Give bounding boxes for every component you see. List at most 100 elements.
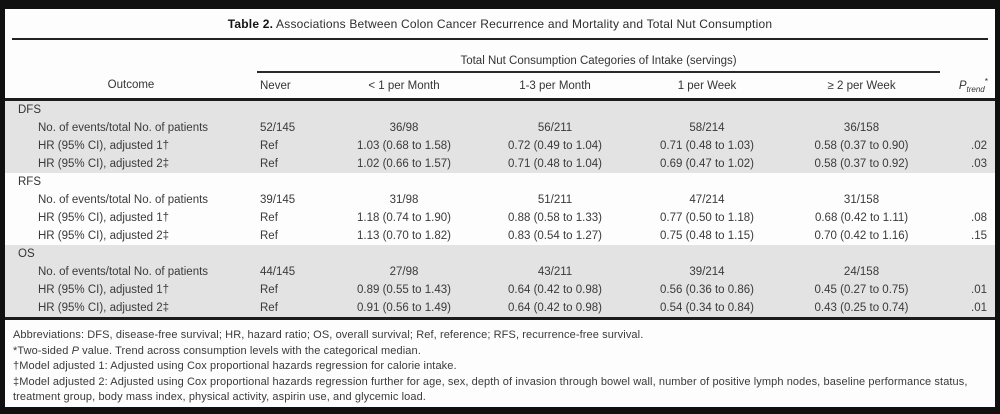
col-header-1-3-per-month: 1-3 per Month <box>479 72 631 101</box>
row-label: HR (95% CI), adjusted 1† <box>38 140 170 152</box>
value-cell: 0.58 (0.37 to 0.90) <box>814 140 909 152</box>
section-label: OS <box>18 248 35 260</box>
p-trend-subscript: trend <box>966 85 985 95</box>
table-title: Table 2. Associations Between Colon Canc… <box>5 9 995 38</box>
col-header-2plus-per-week: ≥ 2 per Week <box>783 72 941 101</box>
value-cell: 36/158 <box>843 122 880 134</box>
col-header-outcome: Outcome <box>5 72 257 101</box>
footnote-abbreviations: Abbreviations: DFS, disease-free surviva… <box>13 329 644 341</box>
value-cell: 0.88 (0.58 to 1.33) <box>508 212 602 224</box>
value-cell: 0.71 (0.48 to 1.04) <box>508 158 602 170</box>
spanner-header: Total Nut Consumption Categories of Inta… <box>257 40 941 73</box>
table-header: Total Nut Consumption Categories of Inta… <box>5 40 995 101</box>
value-cell: 0.45 (0.27 to 0.75) <box>814 284 909 296</box>
value-cell: 0.72 (0.49 to 1.04) <box>508 140 602 152</box>
value-cell: 52/145 <box>260 122 296 134</box>
row-label: No. of events/total No. of patients <box>38 122 209 134</box>
value-cell: 0.83 (0.54 to 1.27) <box>508 230 602 242</box>
value-cell: 47/214 <box>689 194 725 206</box>
value-cell: 0.69 (0.47 to 1.02) <box>660 158 754 170</box>
row-label: HR (95% CI), adjusted 1† <box>38 284 170 296</box>
column-header-row: Outcome Never < 1 per Month 1-3 per Mont… <box>5 72 995 101</box>
table-row: HR (95% CI), adjusted 2‡ Ref 0.91 (0.56 … <box>5 299 995 319</box>
section-header-row: OS <box>5 245 995 263</box>
p-trend-cell: .01 <box>971 284 988 296</box>
value-cell: 0.58 (0.37 to 0.92) <box>814 158 909 170</box>
title-rule <box>12 38 988 40</box>
value-cell: 0.68 (0.42 to 1.11) <box>814 212 909 224</box>
value-cell: 36/98 <box>389 122 419 134</box>
spanner-spacer-right <box>940 40 995 72</box>
col-header-never: Never <box>257 72 329 101</box>
footnote-model-adjusted-2: ‡Model adjusted 2: Adjusted using Cox pr… <box>13 375 968 404</box>
section-label: RFS <box>18 176 41 188</box>
p-trend-asterisk: * <box>984 75 989 86</box>
value-cell: 0.64 (0.42 to 0.98) <box>508 284 602 296</box>
value-cell: Ref <box>260 284 278 296</box>
value-cell: Ref <box>260 230 278 242</box>
value-cell: 0.71 (0.48 to 1.03) <box>660 140 754 152</box>
value-cell: 58/214 <box>689 122 725 134</box>
value-cell: 39/214 <box>689 266 725 278</box>
table-row: HR (95% CI), adjusted 2‡ Ref 1.13 (0.70 … <box>5 227 995 245</box>
value-cell: 56/211 <box>537 122 573 134</box>
row-label: No. of events/total No. of patients <box>38 266 209 278</box>
value-cell: 44/145 <box>260 266 296 278</box>
value-cell: 0.64 (0.42 to 0.98) <box>508 302 602 314</box>
p-trend-cell <box>940 263 995 281</box>
value-cell: 1.03 (0.68 to 1.58) <box>357 140 451 152</box>
value-cell: 0.54 (0.34 to 0.84) <box>660 302 754 314</box>
table-row: HR (95% CI), adjusted 1† Ref 1.18 (0.74 … <box>5 209 995 227</box>
row-label: No. of events/total No. of patients <box>38 194 209 206</box>
p-trend-symbol: P <box>958 79 967 92</box>
value-cell: 39/145 <box>260 194 296 206</box>
row-label: HR (95% CI), adjusted 2‡ <box>38 302 170 314</box>
row-label: HR (95% CI), adjusted 2‡ <box>38 158 170 170</box>
spanner-spacer-left <box>5 40 257 72</box>
footnote-model-adjusted-1: †Model adjusted 1: Adjusted using Cox pr… <box>13 360 457 372</box>
table-body: DFS No. of events/total No. of patients … <box>5 99 995 319</box>
value-cell: 31/158 <box>843 194 880 206</box>
section-header-row: DFS <box>5 99 995 119</box>
value-cell: 0.89 (0.55 to 1.43) <box>357 284 451 296</box>
value-cell: 31/98 <box>389 194 419 206</box>
p-trend-cell: .03 <box>971 158 988 170</box>
table-row: No. of events/total No. of patients 52/1… <box>5 119 995 137</box>
section-label: DFS <box>18 104 41 116</box>
value-cell: 27/98 <box>389 266 419 278</box>
footnote-p-value: *Two-sided P value. Trend across consump… <box>13 344 421 357</box>
value-cell: 43/211 <box>537 266 573 278</box>
table-row: HR (95% CI), adjusted 1† Ref 0.89 (0.55 … <box>5 281 995 299</box>
value-cell: 24/158 <box>843 266 880 278</box>
p-trend-cell: .01 <box>971 302 988 314</box>
results-table: Total Nut Consumption Categories of Inta… <box>5 40 995 320</box>
col-header-1-per-week: 1 per Week <box>631 72 783 101</box>
p-trend-cell: .02 <box>971 140 988 152</box>
table-number: Table 2. <box>227 17 274 31</box>
value-cell: 51/211 <box>537 194 573 206</box>
col-header-lt1-per-month: < 1 per Month <box>329 72 479 101</box>
p-trend-cell: .08 <box>971 212 988 224</box>
value-cell: Ref <box>260 212 278 224</box>
value-cell: 1.13 (0.70 to 1.82) <box>357 230 451 242</box>
value-cell: Ref <box>260 158 278 170</box>
value-cell: 0.56 (0.36 to 0.86) <box>660 284 754 296</box>
spanner-row: Total Nut Consumption Categories of Inta… <box>5 40 995 73</box>
col-header-p-trend: Ptrend* <box>940 72 995 101</box>
p-trend-cell <box>940 191 995 209</box>
value-cell: 0.91 (0.56 to 1.49) <box>357 302 451 314</box>
table-row: No. of events/total No. of patients 39/1… <box>5 191 995 209</box>
table-row: HR (95% CI), adjusted 2‡ Ref 1.02 (0.66 … <box>5 155 995 173</box>
value-cell: 0.77 (0.50 to 1.18) <box>660 212 754 224</box>
row-label: HR (95% CI), adjusted 1† <box>38 212 170 224</box>
value-cell: 0.43 (0.25 to 0.74) <box>814 302 909 314</box>
table-row: HR (95% CI), adjusted 1† Ref 1.03 (0.68 … <box>5 137 995 155</box>
row-label: HR (95% CI), adjusted 2‡ <box>38 230 170 242</box>
p-trend-cell <box>940 119 995 137</box>
table-row: No. of events/total No. of patients 44/1… <box>5 263 995 281</box>
table-title-text: Associations Between Colon Cancer Recurr… <box>273 17 773 31</box>
p-trend-cell: .15 <box>971 230 988 242</box>
value-cell: Ref <box>260 302 278 314</box>
value-cell: Ref <box>260 140 278 152</box>
